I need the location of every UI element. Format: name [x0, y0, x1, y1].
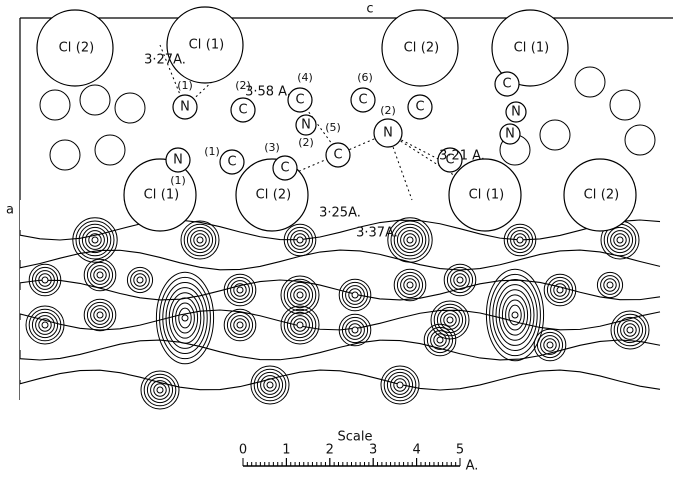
scale-tick-label: 2: [326, 443, 334, 458]
peak: [267, 382, 273, 388]
axis-label: a: [6, 203, 14, 218]
atom-symbol: Cl: [189, 38, 202, 53]
atom-index: (4): [297, 71, 313, 84]
scale-tick-label: 1: [282, 443, 290, 458]
peak: [297, 322, 303, 328]
distance-label: 3·58 A.: [245, 85, 291, 100]
atom-index: (5): [325, 121, 341, 134]
distance-label: 3·21 A.: [439, 149, 485, 164]
atom-symbol: C: [238, 103, 247, 118]
peak: [237, 322, 243, 328]
atom-index: (1): [177, 79, 193, 92]
atom-symbol: Cl: [59, 41, 72, 56]
peak: [352, 327, 358, 333]
atom-index: (3): [264, 141, 280, 154]
atom: [95, 135, 125, 165]
scale-tick-label: 5: [456, 443, 464, 458]
atom-index: (2): [380, 104, 396, 117]
scale-tick-label: 3: [369, 443, 377, 458]
atom-symbol: C: [333, 148, 342, 163]
peak: [97, 312, 103, 318]
peak: [397, 382, 403, 388]
atom-index: (2): [273, 188, 291, 203]
distance-label: 3·27A.: [144, 53, 186, 68]
peak: [92, 237, 98, 243]
atom-symbol: C: [415, 100, 424, 115]
peak: [407, 282, 413, 288]
peak: [607, 282, 613, 288]
atom-symbol: C: [280, 161, 289, 176]
atom: [40, 90, 70, 120]
peak: [297, 237, 303, 243]
distance-label: 3·25A.: [319, 206, 361, 221]
atom: [575, 67, 605, 97]
atom-symbol: Cl: [514, 41, 527, 56]
atom-index: (2): [601, 188, 619, 203]
atom: [80, 85, 110, 115]
scale-unit: A.: [466, 459, 479, 474]
figure: c a Cl (2) Cl (1) Cl (2) Cl (1) Cl (1) Cl (2) Cl (1) C…: [0, 0, 673, 477]
atom-index: (1): [170, 174, 186, 187]
atom: [625, 125, 655, 155]
peak: [157, 387, 163, 393]
peak: [512, 312, 518, 318]
peak: [547, 342, 553, 348]
axis-label: c: [366, 2, 373, 17]
atom-symbol: Cl: [469, 188, 482, 203]
peak: [297, 292, 303, 298]
atom-index: (2): [298, 136, 314, 149]
peak: [197, 237, 203, 243]
distance-label: 3·37A.: [356, 226, 398, 241]
atom: [115, 93, 145, 123]
atom-index: (1): [204, 145, 220, 158]
atom-symbol: Cl: [144, 188, 157, 203]
atom-index: (1): [161, 188, 179, 203]
atom-symbol: N: [511, 105, 521, 120]
atom-symbol: Cl: [404, 41, 417, 56]
peak: [627, 327, 633, 333]
atom-symbol: C: [502, 77, 511, 92]
atom-symbol: Cl: [584, 188, 597, 203]
peak: [617, 237, 623, 243]
atom-index: (2): [421, 41, 439, 56]
atom-index: (1): [486, 188, 504, 203]
peak: [557, 287, 563, 293]
atom-index: (1): [206, 38, 224, 53]
atom-symbol: N: [505, 127, 515, 142]
peak: [447, 317, 453, 323]
peak: [437, 337, 443, 343]
atom: [610, 90, 640, 120]
atom-symbol: C: [295, 93, 304, 108]
peak: [352, 292, 358, 298]
peak: [42, 322, 48, 328]
scale: 0 1 2 3 4 5: [239, 443, 464, 467]
peak: [97, 272, 103, 278]
atom-symbol: N: [180, 100, 190, 115]
atom-symbol: C: [358, 93, 367, 108]
contour-map: [20, 200, 673, 409]
atom-index: (6): [357, 71, 373, 84]
peak: [137, 277, 143, 283]
atom: [540, 120, 570, 150]
atom-index: (1): [531, 41, 549, 56]
atom-symbol: C: [227, 155, 236, 170]
peak: [457, 277, 463, 283]
atom-index: (2): [76, 41, 94, 56]
peak: [517, 237, 523, 243]
atom-symbol: N: [383, 126, 393, 141]
scale-tick-label: 4: [412, 443, 420, 458]
peak: [42, 277, 48, 283]
atom: [50, 140, 80, 170]
peak: [237, 287, 243, 293]
atom-symbol: N: [301, 118, 311, 133]
atom-symbol: N: [173, 153, 183, 168]
scale-tick-label: 0: [239, 443, 247, 458]
peak: [407, 237, 413, 243]
scale-title: Scale: [338, 430, 373, 445]
atom-symbol: Cl: [256, 188, 269, 203]
peak: [182, 315, 188, 321]
